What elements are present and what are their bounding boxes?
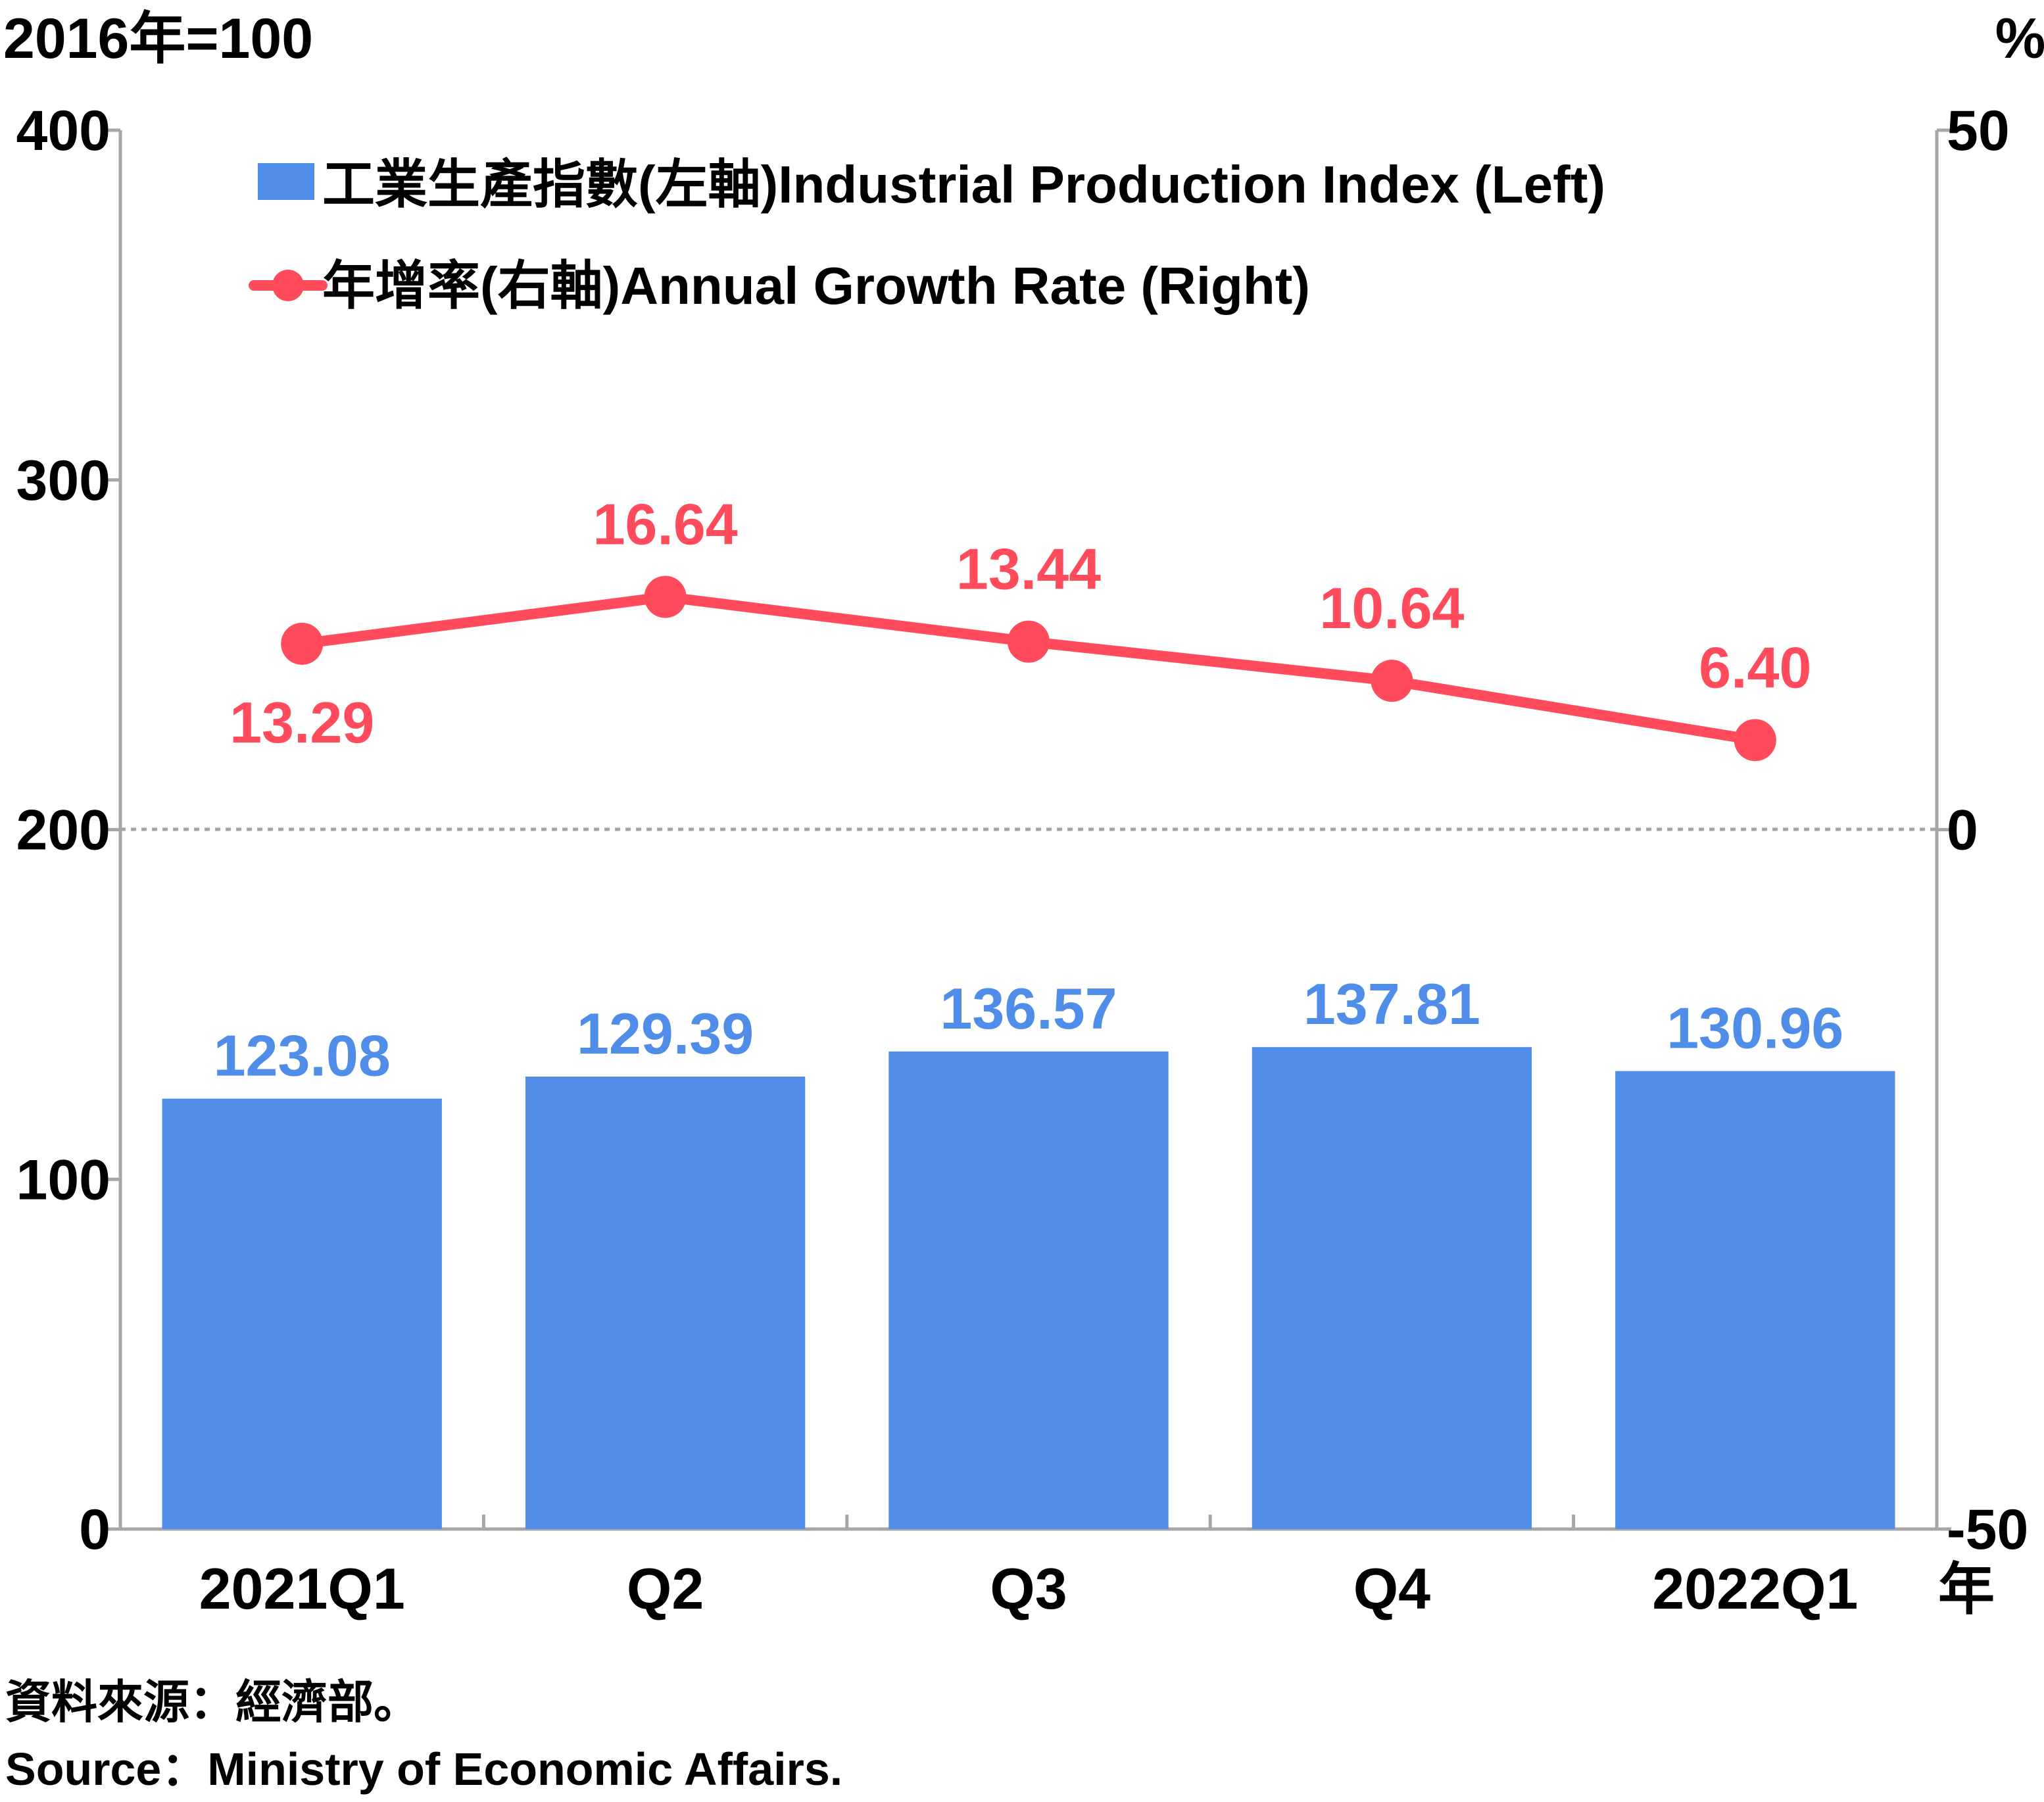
left-tick-label: 300 <box>16 449 111 512</box>
left-tick-label: 200 <box>16 799 111 862</box>
right-tick-label: 0 <box>1947 799 1978 862</box>
growth-rate-value-label: 13.44 <box>956 537 1101 602</box>
bar-value-label: 137.81 <box>1303 971 1480 1036</box>
growth-rate-marker <box>281 622 324 665</box>
x-category-label: 2021Q1 <box>199 1556 405 1621</box>
x-category-label: 2022Q1 <box>1652 1556 1858 1621</box>
growth-rate-marker <box>1008 620 1050 663</box>
x-category-label: Q2 <box>627 1556 704 1621</box>
x-unit-label: 年 <box>1938 1558 1995 1621</box>
bar-series: 123.08 129.39 136.57 137.81 130.96 <box>162 971 1895 1529</box>
growth-rate-value-label: 16.64 <box>593 492 737 557</box>
left-tick-label: 100 <box>16 1148 111 1211</box>
x-axis-labels: 2021Q1 Q2 Q3 Q4 2022Q1 <box>199 1556 1859 1621</box>
growth-rate-marker <box>644 575 687 618</box>
growth-rate-value-label: 6.40 <box>1699 635 1811 700</box>
left-tick-label: 0 <box>79 1498 110 1561</box>
x-axis-ticks <box>481 1515 1576 1529</box>
legend-bar-swatch <box>258 163 314 200</box>
x-category-label: Q4 <box>1353 1556 1430 1621</box>
line-series: 13.29 16.64 13.44 10.64 6.40 <box>230 492 1811 762</box>
right-tick-label: 50 <box>1947 99 2010 162</box>
legend-line-label: 年增率(右軸)Annual Growth Rate (Right) <box>322 256 1310 315</box>
x-category-label: Q3 <box>990 1556 1067 1621</box>
right-axis-ticks: -50 0 50 <box>1937 99 2028 1561</box>
right-tick-label: -50 <box>1947 1498 2028 1561</box>
legend: 工業生產指數(左軸)Industrial Production Index (L… <box>249 155 1605 315</box>
growth-rate-marker <box>1734 719 1776 762</box>
right-unit-label: % <box>1995 7 2044 70</box>
growth-rate-value-label: 13.29 <box>230 690 374 755</box>
bar <box>1252 1047 1532 1529</box>
bar <box>525 1076 806 1529</box>
left-unit-label: 2016年=100 <box>3 7 313 70</box>
growth-rate-marker <box>1371 660 1413 702</box>
left-tick-label: 400 <box>16 99 111 162</box>
bar <box>888 1051 1169 1529</box>
source-en: Source：Ministry of Economic Affairs. <box>5 1743 842 1795</box>
legend-line-marker <box>272 270 304 301</box>
source-zh: 資料來源：經濟部。 <box>5 1676 420 1728</box>
bar-value-label: 130.96 <box>1667 996 1843 1061</box>
bar-value-label: 129.39 <box>577 1001 754 1066</box>
growth-rate-line <box>297 591 1761 746</box>
legend-bar-label: 工業生產指數(左軸)Industrial Production Index (L… <box>322 155 1605 214</box>
bar-value-label: 123.08 <box>214 1023 391 1088</box>
bar-value-label: 136.57 <box>940 976 1117 1041</box>
left-axis-ticks: 0 100 200 300 400 <box>16 99 120 1561</box>
growth-rate-value-label: 10.64 <box>1319 575 1464 641</box>
bar <box>1615 1071 1895 1529</box>
bar <box>162 1098 442 1529</box>
